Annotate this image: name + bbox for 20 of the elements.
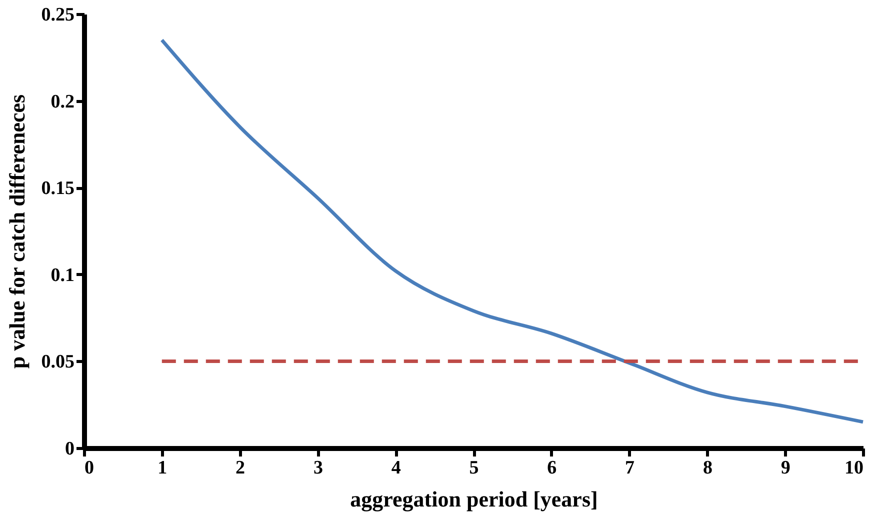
y-tick-label: 0 [65, 438, 74, 460]
x-tick-label: 8 [702, 458, 712, 478]
y-tick-label: 0.05 [41, 352, 74, 373]
x-tick-label: 2 [236, 458, 246, 478]
line-series [160, 38, 865, 424]
x-tick-label: 5 [469, 458, 479, 478]
x-tick-label: 3 [313, 458, 323, 478]
y-axis-title: p value for catch differeneces [4, 94, 30, 369]
x-tick-label: 10 [844, 458, 864, 478]
x-tick-label: 7 [625, 458, 636, 478]
y-tick-label: 0.25 [41, 4, 74, 26]
x-tick-label: 1 [158, 458, 168, 478]
x-tick-label: 9 [780, 458, 790, 478]
y-tick-label: 0.2 [50, 91, 74, 112]
x-axis-title: aggregation period [years] [350, 486, 598, 512]
x-tick-label: 6 [547, 458, 557, 478]
y-tick-label: 0.15 [41, 178, 74, 200]
x-tick-label: 4 [391, 458, 402, 478]
x-tick-label: 0 [84, 458, 94, 478]
y-tick-label: 0.1 [50, 264, 74, 286]
